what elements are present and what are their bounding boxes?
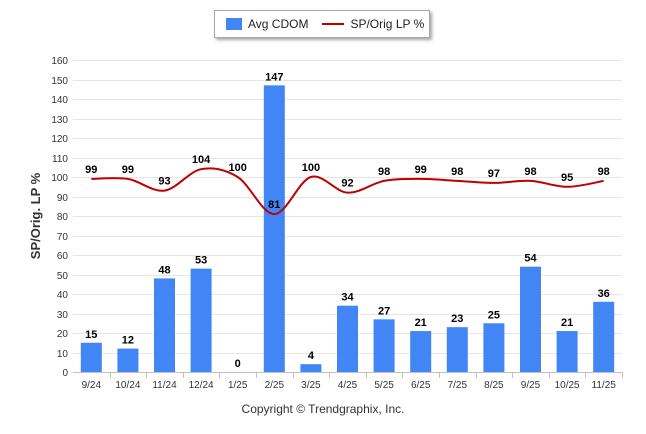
line-value-label-8/25: 97: [488, 168, 500, 180]
y-tick-label-100: 100: [51, 173, 68, 184]
bar-value-label-2/25: 147: [265, 71, 283, 83]
y-tick-label-30: 30: [57, 310, 69, 321]
chart-legend: Avg CDOM SP/Orig LP %: [214, 10, 430, 38]
bar-11/25: [593, 301, 615, 372]
y-tick-label-40: 40: [57, 290, 69, 301]
legend-item-sp-orig-lp[interactable]: SP/Orig LP %: [322, 17, 424, 31]
y-tick-label-60: 60: [57, 251, 69, 262]
x-tick-label-2/25: 2/25: [265, 380, 285, 391]
y-tick-label-90: 90: [57, 193, 69, 204]
x-tick-label-1/25: 1/25: [228, 380, 248, 391]
bar-value-label-9/24: 15: [85, 329, 97, 341]
x-tick-label-10/25: 10/25: [555, 380, 580, 391]
y-tick-label-120: 120: [51, 134, 68, 145]
bar-5/25: [373, 319, 395, 372]
bar-value-label-9/25: 54: [524, 253, 537, 265]
line-value-label-5/25: 98: [378, 166, 390, 178]
bar-value-label-6/25: 21: [415, 317, 427, 329]
x-tick-label-7/25: 7/25: [448, 380, 468, 391]
bar-7/25: [446, 327, 468, 372]
line-path-sp-orig-lp: [91, 167, 604, 216]
bar-series-avg-cdom: [80, 85, 615, 372]
legend-swatch-avg-cdom: [226, 18, 242, 30]
bar-2/25: [263, 85, 285, 372]
y-tick-label-0: 0: [62, 368, 68, 379]
bar-value-label-11/24: 48: [158, 264, 170, 276]
line-value-label-3/25: 100: [302, 162, 320, 174]
bar-4/25: [337, 305, 358, 372]
legend-label-sp-orig-lp: SP/Orig LP %: [350, 17, 425, 31]
bar-value-label-11/25: 36: [598, 288, 610, 300]
line-value-label-6/25: 99: [415, 164, 427, 176]
y-tick-label-160: 160: [51, 56, 68, 67]
chart-plot: 15 12 48 53 0 147 4 34 27 21 23 25 54 21 36 99 99 93 104 10…: [28, 56, 623, 391]
line-value-label-11/25: 98: [598, 166, 610, 178]
y-axis-title: SP/Orig. LP %: [28, 172, 43, 259]
bar-value-label-3/25: 4: [308, 350, 315, 362]
y-tick-label-130: 130: [51, 115, 68, 126]
x-tick-label-6/25: 6/25: [411, 380, 431, 391]
y-tick-label-20: 20: [57, 329, 69, 340]
data-labels: 15 12 48 53 0 147 4 34 27 21 23 25 54 21 36 99 99 93 104 10…: [85, 71, 610, 370]
bar-value-label-10/25: 21: [561, 317, 573, 329]
bar-value-label-5/25: 27: [378, 305, 390, 317]
bar-value-label-1/25: 0: [235, 358, 241, 370]
y-tick-label-80: 80: [57, 212, 69, 223]
y-tick-label-70: 70: [57, 232, 69, 243]
x-tick-label-9/25: 9/25: [521, 380, 541, 391]
x-tick-label-11/25: 11/25: [592, 380, 617, 391]
bar-11/24: [154, 278, 175, 372]
bar-value-label-7/25: 23: [451, 313, 463, 325]
bar-value-label-12/24: 53: [195, 255, 207, 267]
y-tick-label-50: 50: [57, 271, 69, 282]
bar-6/25: [410, 331, 432, 372]
x-tick-label-12/24: 12/24: [189, 380, 214, 391]
bar-value-label-10/24: 12: [122, 335, 134, 347]
line-value-label-4/25: 92: [341, 178, 353, 190]
bar-3/25: [300, 364, 322, 372]
bar-value-label-8/25: 25: [488, 309, 500, 321]
x-tick-label-5/25: 5/25: [374, 380, 394, 391]
line-value-label-9/25: 98: [524, 166, 536, 178]
y-tick-label-140: 140: [51, 95, 68, 106]
x-tick-label-3/25: 3/25: [301, 380, 321, 391]
line-value-label-2/25: 81: [268, 199, 280, 211]
bar-8/25: [483, 323, 505, 372]
x-tick-label-4/25: 4/25: [338, 380, 358, 391]
x-tick-label-10/24: 10/24: [115, 380, 140, 391]
legend-item-avg-cdom[interactable]: Avg CDOM: [226, 17, 308, 31]
bar-12/24: [190, 268, 212, 372]
legend-swatch-sp-orig-lp: [322, 23, 345, 25]
line-value-label-10/25: 95: [561, 172, 573, 184]
bar-10/25: [556, 331, 578, 372]
line-value-label-7/25: 98: [451, 166, 463, 178]
x-tick-label-9/24: 9/24: [82, 380, 102, 391]
line-value-label-10/24: 99: [122, 164, 134, 176]
line-value-label-11/24: 93: [158, 176, 170, 188]
y-tick-label-110: 110: [52, 154, 68, 165]
line-value-label-12/24: 104: [192, 154, 211, 166]
bar-9/24: [80, 342, 102, 372]
line-value-label-9/24: 99: [85, 164, 97, 176]
line-series-sp-orig-lp: [91, 167, 604, 216]
bar-9/25: [520, 266, 541, 372]
x-tick-label-8/25: 8/25: [484, 380, 504, 391]
x-tick-label-11/24: 11/24: [152, 380, 177, 391]
copyright-text: Copyright © Trendgraphix, Inc.: [241, 402, 405, 416]
legend-label-avg-cdom: Avg CDOM: [248, 17, 309, 31]
bar-10/24: [117, 348, 139, 372]
axes: 0102030405060708090100110120130140150160…: [51, 56, 623, 391]
line-value-label-1/25: 100: [229, 162, 247, 174]
y-tick-label-150: 150: [51, 76, 68, 87]
y-tick-label-10: 10: [57, 349, 69, 360]
bar-value-label-4/25: 34: [341, 292, 354, 304]
